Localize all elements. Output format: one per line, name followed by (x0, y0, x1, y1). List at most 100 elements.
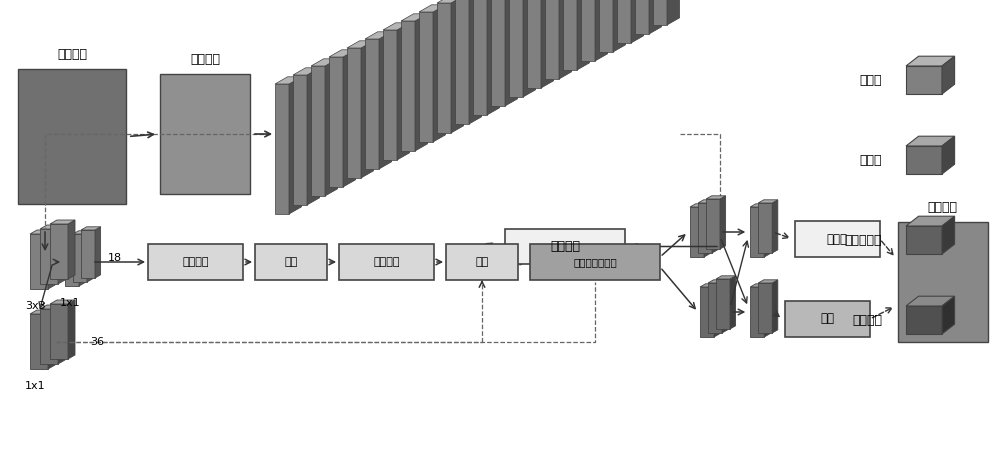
Text: 调整尺寸: 调整尺寸 (190, 53, 220, 66)
Polygon shape (581, 0, 595, 61)
Polygon shape (73, 231, 93, 234)
Polygon shape (50, 300, 75, 304)
Polygon shape (58, 225, 65, 284)
Polygon shape (30, 230, 55, 234)
Polygon shape (50, 220, 75, 224)
Polygon shape (758, 280, 778, 283)
Text: 感兴趣区域池化: 感兴趣区域池化 (573, 257, 617, 267)
Polygon shape (750, 287, 764, 337)
Bar (505, 229, 625, 264)
Polygon shape (401, 14, 428, 21)
Polygon shape (505, 0, 518, 106)
Polygon shape (653, 0, 667, 25)
Polygon shape (690, 204, 710, 207)
Polygon shape (293, 68, 320, 75)
Polygon shape (469, 0, 482, 124)
Polygon shape (942, 136, 955, 174)
Polygon shape (415, 14, 428, 151)
Polygon shape (329, 57, 343, 187)
Bar (339, 244, 434, 280)
Polygon shape (541, 0, 554, 88)
Polygon shape (523, 0, 536, 97)
Polygon shape (698, 200, 718, 203)
Polygon shape (491, 0, 505, 106)
Polygon shape (750, 207, 764, 257)
Polygon shape (50, 224, 68, 279)
Polygon shape (772, 200, 778, 253)
Text: 池化层: 池化层 (860, 154, 882, 166)
Polygon shape (311, 66, 325, 196)
Polygon shape (698, 203, 712, 253)
Text: 预测框: 预测框 (827, 233, 848, 246)
Text: 分类: 分类 (284, 257, 298, 267)
Polygon shape (559, 0, 572, 79)
Bar (446, 244, 518, 280)
Polygon shape (437, 0, 464, 3)
Polygon shape (690, 207, 704, 257)
Polygon shape (95, 227, 101, 278)
Polygon shape (437, 3, 451, 133)
Polygon shape (365, 32, 392, 39)
Bar (18, 69, 126, 204)
Bar (785, 301, 870, 337)
Text: 原始图像: 原始图像 (57, 48, 87, 61)
Polygon shape (509, 0, 523, 97)
Polygon shape (716, 279, 730, 329)
Text: 1x1: 1x1 (25, 381, 45, 391)
Bar (148, 244, 243, 280)
Polygon shape (906, 296, 955, 306)
Text: 分类: 分类 (820, 312, 834, 326)
Polygon shape (419, 12, 433, 142)
Polygon shape (906, 146, 942, 174)
Polygon shape (275, 77, 302, 84)
Bar (255, 244, 327, 280)
Polygon shape (906, 66, 942, 94)
Polygon shape (906, 216, 955, 226)
Polygon shape (361, 41, 374, 178)
Polygon shape (311, 59, 338, 66)
Polygon shape (942, 56, 955, 94)
Polygon shape (73, 234, 87, 282)
Polygon shape (379, 32, 392, 169)
Polygon shape (40, 229, 58, 284)
Polygon shape (704, 204, 710, 257)
Text: 特征提取: 特征提取 (550, 240, 580, 253)
Polygon shape (455, 0, 469, 124)
Bar (530, 244, 660, 280)
Polygon shape (906, 226, 942, 254)
Polygon shape (942, 216, 955, 254)
Polygon shape (700, 284, 720, 287)
Polygon shape (383, 23, 410, 30)
Polygon shape (30, 234, 48, 289)
Polygon shape (758, 200, 778, 203)
Polygon shape (635, 0, 649, 34)
Polygon shape (527, 0, 541, 88)
Polygon shape (545, 0, 559, 79)
Polygon shape (289, 77, 302, 214)
Text: 提议: 提议 (475, 257, 489, 267)
Polygon shape (906, 56, 955, 66)
Polygon shape (750, 204, 770, 207)
Polygon shape (48, 230, 55, 289)
Polygon shape (58, 305, 65, 364)
Polygon shape (40, 305, 65, 309)
Polygon shape (906, 306, 942, 334)
Polygon shape (706, 196, 726, 199)
Polygon shape (343, 50, 356, 187)
Polygon shape (401, 21, 415, 151)
Text: 1x1: 1x1 (60, 298, 80, 308)
Polygon shape (307, 68, 320, 205)
Polygon shape (293, 75, 307, 205)
Polygon shape (631, 0, 644, 43)
Polygon shape (81, 230, 95, 278)
Polygon shape (595, 0, 608, 61)
Polygon shape (275, 84, 289, 214)
Text: 全连接层: 全连接层 (852, 313, 882, 327)
Polygon shape (68, 220, 75, 279)
Polygon shape (764, 284, 770, 337)
Polygon shape (906, 136, 955, 146)
Text: 数据变形: 数据变形 (182, 257, 209, 267)
Polygon shape (730, 276, 736, 329)
Polygon shape (772, 280, 778, 333)
Polygon shape (722, 280, 728, 333)
